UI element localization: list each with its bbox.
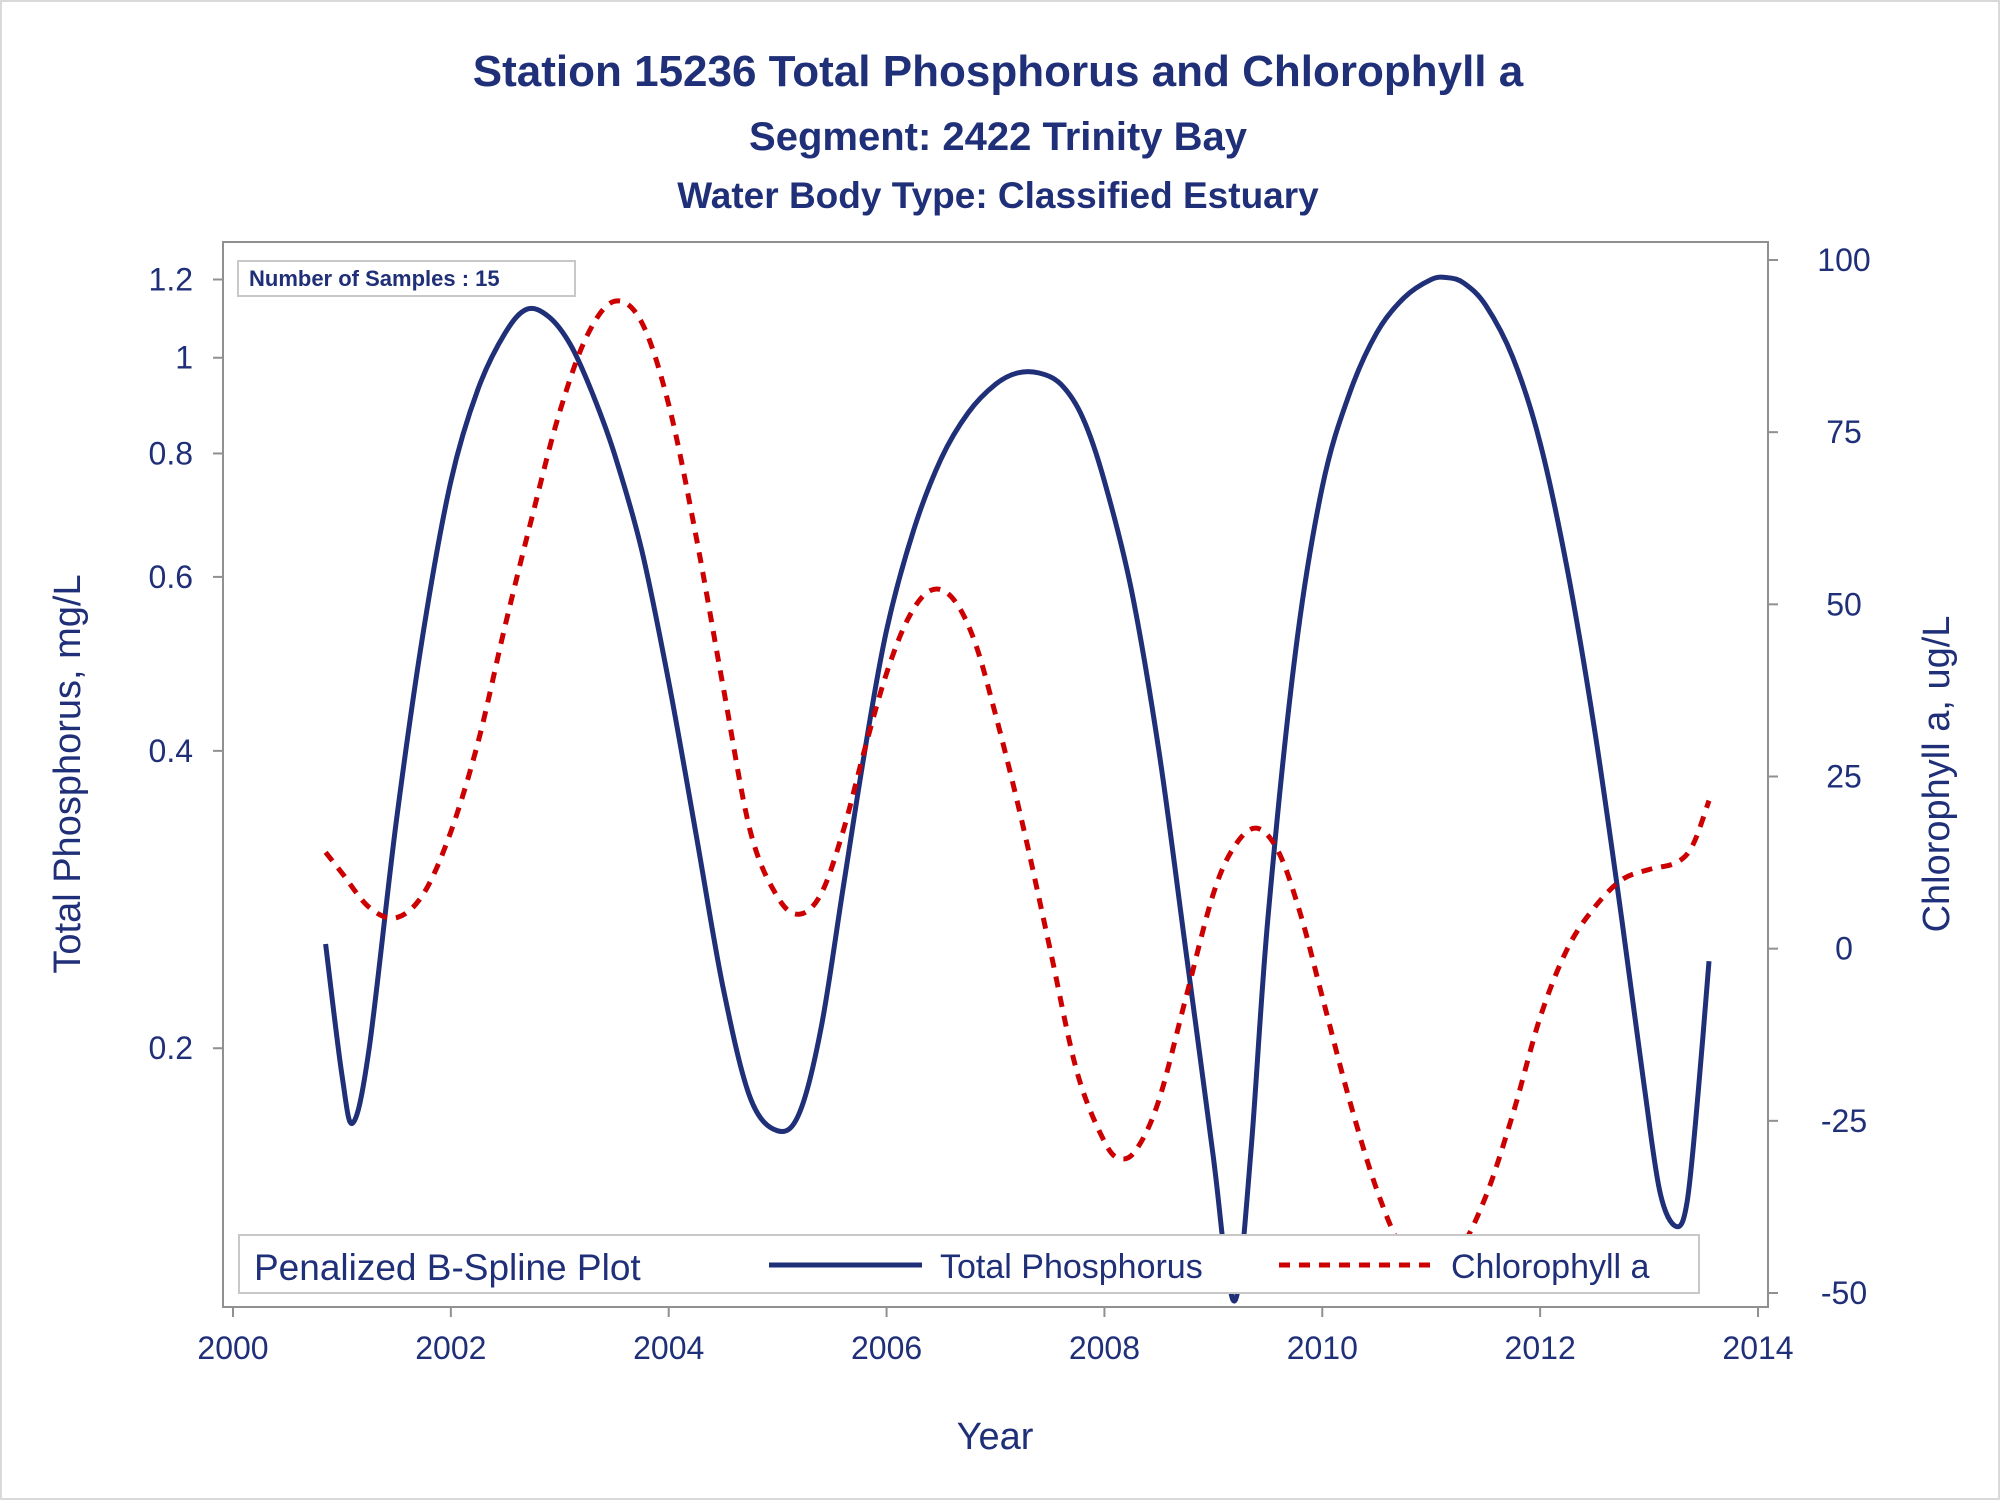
x-axis: 2000 2002 2004 2006 2008 2010 2012 2014: [197, 1307, 1794, 1366]
y2-axis-label: Chlorophyll a, ug/L: [1916, 616, 1958, 933]
x-tick-label: 2002: [415, 1330, 486, 1366]
x-tick-label: 2008: [1069, 1330, 1140, 1366]
y2-tick-label: 75: [1826, 414, 1862, 450]
legend-item-total-phosphorus: Total Phosphorus: [940, 1248, 1203, 1286]
series-line-chlorophyll-a: [323, 298, 1712, 1272]
sample-count-box: Number of Samples : 15: [237, 260, 576, 297]
chart-subtitle-2: Water Body Type: Classified Estuary: [677, 175, 1319, 216]
legend-title: Penalized B-Spline Plot: [254, 1247, 641, 1288]
y-tick-label: 1: [175, 340, 193, 376]
y2-tick-label: -25: [1821, 1103, 1867, 1139]
series-line-total-phosphorus: [323, 274, 1712, 1304]
y-axis-label: Total Phosphorus, mg/L: [47, 574, 89, 973]
y-axis-left: 0.2 0.4 0.6 0.8 1 1.2: [149, 262, 223, 1066]
y2-tick-label: -50: [1821, 1275, 1867, 1311]
y-tick-label: 1.2: [149, 262, 193, 298]
x-tick-label: 2012: [1505, 1330, 1576, 1366]
chart-subtitle: Segment: 2422 Trinity Bay: [749, 115, 1248, 159]
sample-count-text: Number of Samples : 15: [249, 266, 500, 291]
plot-area: [222, 241, 1769, 1308]
series-layer: [323, 274, 1712, 1304]
y2-tick-label: 25: [1826, 759, 1862, 795]
y-tick-label: 0.6: [149, 559, 193, 595]
legend-item-chlorophyll-a: Chlorophyll a: [1451, 1248, 1650, 1286]
y-tick-label: 0.4: [149, 733, 193, 769]
y2-tick-label: 50: [1826, 586, 1862, 622]
x-tick-label: 2014: [1722, 1330, 1793, 1366]
y2-tick-label: 0: [1835, 931, 1853, 967]
x-tick-label: 2006: [851, 1330, 922, 1366]
x-tick-label: 2004: [633, 1330, 704, 1366]
y2-tick-label: 100: [1817, 242, 1870, 278]
x-tick-label: 2000: [197, 1330, 268, 1366]
y-tick-label: 0.2: [149, 1030, 193, 1066]
chart-title: Station 15236 Total Phosphorus and Chlor…: [473, 47, 1524, 96]
legend: Penalized B-Spline Plot Total Phosphorus…: [238, 1234, 1700, 1294]
x-tick-label: 2010: [1287, 1330, 1358, 1366]
x-axis-label: Year: [957, 1416, 1034, 1458]
y-tick-label: 0.8: [149, 435, 193, 471]
y-axis-right: -50 -25 0 25 50 75 100: [1768, 242, 1871, 1311]
